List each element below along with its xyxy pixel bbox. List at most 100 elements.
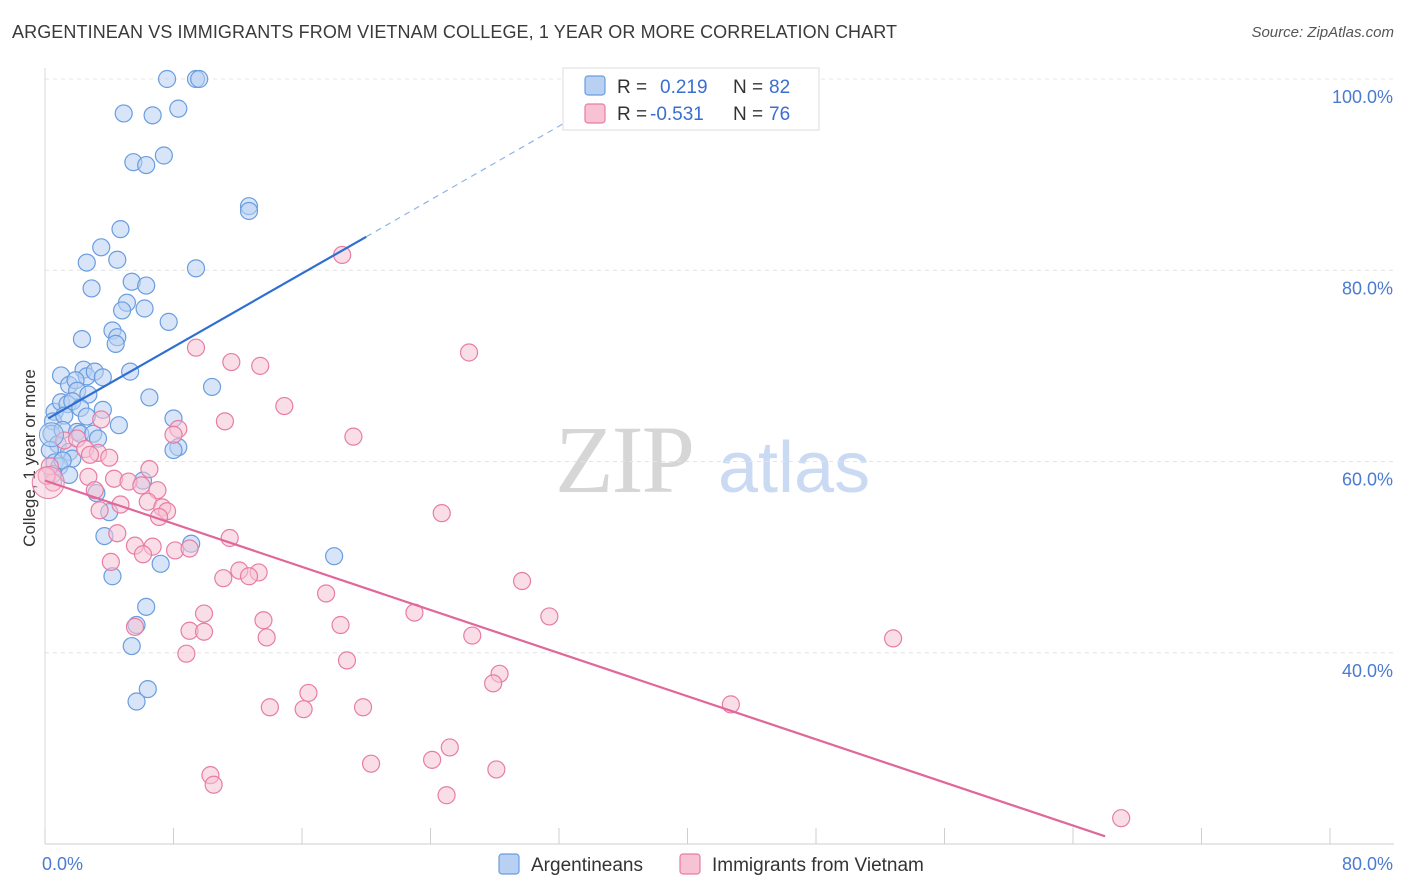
point-0-75 (137, 597, 156, 616)
point-1-32 (108, 524, 127, 543)
point-1-4 (251, 356, 270, 375)
point-1-37 (180, 539, 199, 558)
watermark: ZIP atlas (555, 406, 870, 513)
trendline-ext-0 (365, 107, 592, 238)
point-1-48 (540, 607, 559, 626)
trendline-0 (47, 235, 367, 420)
point-1-71 (204, 775, 223, 794)
point-0-4 (143, 106, 162, 125)
point-0-22 (159, 312, 178, 331)
point-1-6 (215, 412, 234, 431)
point-1-57 (177, 644, 196, 663)
point-1-54 (257, 628, 276, 647)
point-0-18 (137, 276, 156, 295)
watermark-zip: ZIP (555, 406, 693, 513)
point-0-13 (77, 253, 96, 272)
point-0-79 (127, 692, 146, 711)
y-tick-label-0: 40.0% (1342, 661, 1393, 681)
point-0-38 (140, 388, 159, 407)
point-1-15 (100, 448, 119, 467)
series-0 (40, 69, 344, 711)
point-1-47 (194, 604, 214, 623)
point-1-44 (512, 571, 532, 591)
point-1-43 (239, 567, 259, 586)
point-0-78 (138, 679, 157, 699)
point-1-68 (361, 754, 381, 773)
series-1 (37, 245, 1131, 828)
bottom-legend: Argentineans Immigrants from Vietnam (498, 853, 924, 876)
source-label: Source: ZipAtlas.com (1251, 24, 1394, 41)
point-0-77 (122, 636, 141, 656)
point-0-61 (164, 440, 183, 460)
point-1-74 (37, 466, 56, 485)
point-1-17 (140, 460, 159, 479)
legend-n-value-1: 76 (769, 104, 790, 125)
x-tick-labels: 0.0% 80.0% (42, 854, 1393, 874)
legend: R = 0.219 N = 82 R = -0.531 N = 76 (562, 67, 820, 131)
point-1-53 (194, 622, 214, 641)
point-0-16 (82, 279, 101, 298)
point-0-12 (92, 238, 111, 257)
point-1-5 (275, 396, 294, 416)
point-0-5 (169, 99, 188, 118)
legend-box (562, 67, 820, 131)
point-1-2 (186, 338, 206, 357)
point-1-1 (459, 343, 479, 362)
y-tick-label-1: 60.0% (1342, 470, 1393, 490)
point-1-21 (132, 476, 151, 495)
point-0-73 (325, 547, 344, 566)
point-1-45 (316, 584, 336, 603)
cluster-point-argentineans (38, 422, 64, 448)
legend-swatch-vietnam (584, 103, 606, 124)
point-1-72 (437, 786, 456, 805)
point-1-9 (344, 427, 363, 446)
point-1-69 (487, 760, 506, 779)
point-1-42 (214, 569, 233, 588)
point-0-7 (137, 155, 156, 175)
point-1-13 (92, 410, 111, 429)
point-1-24 (85, 481, 104, 500)
point-1-61 (299, 683, 318, 703)
bottom-legend-swatch-argentineans (498, 853, 520, 875)
point-0-25 (106, 334, 125, 353)
bottom-legend-label-argentineans: Argentineans (531, 855, 643, 876)
point-1-66 (440, 738, 459, 757)
point-1-25 (111, 495, 130, 514)
trendline-1 (44, 479, 1106, 838)
point-1-63 (260, 698, 279, 717)
legend-r-value-0: 0.219 (660, 77, 708, 98)
point-0-14 (108, 250, 127, 269)
point-0-10 (239, 201, 259, 221)
point-0-48 (109, 416, 128, 435)
point-1-64 (294, 700, 313, 719)
point-1-49 (254, 611, 273, 630)
legend-r-value-1: -0.531 (650, 104, 704, 125)
point-1-73 (1112, 809, 1131, 828)
x-tick-label-0: 0.0% (42, 854, 83, 874)
series-points (31, 69, 1131, 828)
point-0-2 (190, 69, 209, 89)
point-1-31 (432, 504, 451, 523)
point-0-31 (93, 368, 112, 387)
point-1-29 (90, 501, 109, 520)
chart-title: ARGENTINEAN VS IMMIGRANTS FROM VIETNAM C… (12, 22, 898, 42)
legend-swatch-argentineans (584, 75, 606, 96)
point-0-26 (72, 330, 92, 349)
point-1-55 (463, 626, 482, 645)
trendlines (44, 107, 1106, 838)
point-0-0 (157, 69, 177, 89)
point-0-11 (111, 220, 130, 239)
x-tick-label-1: 80.0% (1342, 854, 1393, 874)
y-tick-label-2: 80.0% (1342, 278, 1393, 298)
legend-r-label-0: R = (617, 77, 647, 98)
watermark-atlas: atlas (718, 428, 870, 508)
point-1-38 (101, 552, 120, 572)
y-axis-title: College, 1 year or more (20, 369, 39, 547)
point-0-72 (151, 554, 170, 573)
point-1-8 (164, 425, 183, 444)
point-0-3 (114, 104, 133, 123)
point-1-3 (222, 352, 241, 372)
bottom-legend-swatch-vietnam (679, 853, 701, 875)
y-tick-labels: 40.0% 60.0% 80.0% 100.0% (1332, 87, 1393, 681)
